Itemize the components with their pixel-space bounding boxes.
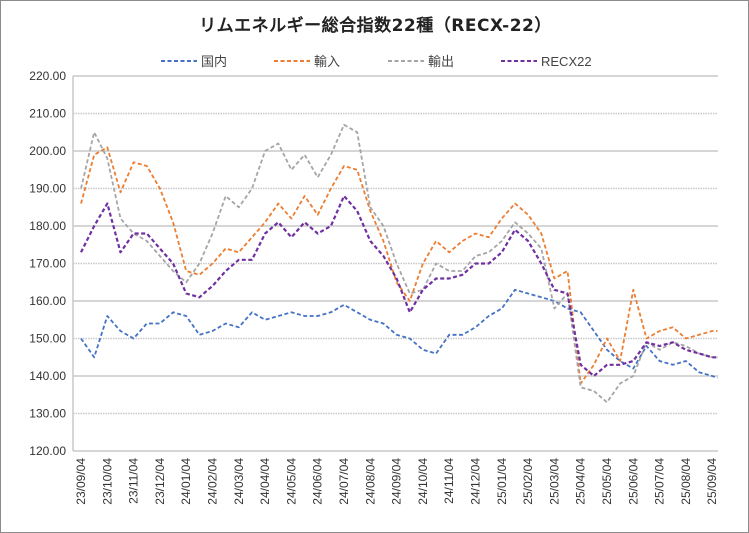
legend-label: RECX22	[541, 54, 592, 69]
series-line-2	[80, 146, 718, 385]
x-tick-label: 24/11/04	[442, 458, 456, 504]
x-tick-label: 25/05/04	[600, 458, 614, 505]
x-tick-label: 25/04/04	[574, 458, 588, 505]
x-tick-label: 24/08/04	[363, 458, 377, 505]
x-tick-label: 25/06/04	[626, 458, 640, 505]
x-tick-label: 24/04/04	[258, 458, 272, 505]
series-line-3	[80, 123, 718, 404]
x-tick-label: 24/06/04	[311, 458, 325, 505]
x-tick-label: 25/02/04	[521, 458, 535, 505]
x-tick-label: 24/10/04	[416, 458, 430, 505]
x-tick-label: 24/07/04	[337, 458, 351, 505]
y-tick-label: 220.00	[29, 69, 66, 83]
x-tick-label: 24/03/04	[232, 458, 246, 505]
y-tick-label: 210.00	[29, 107, 66, 121]
y-tick-label: 150.00	[29, 332, 66, 346]
x-tick-label: 24/09/04	[390, 458, 404, 505]
x-tick-label: 23/10/04	[100, 458, 114, 505]
chart-title: リムエネルギー総合指数22種（RECX-22）	[199, 16, 552, 36]
x-tick-label: 25/07/04	[653, 458, 667, 505]
x-tick-label: 24/01/04	[179, 458, 193, 505]
legend-label: 国内	[201, 54, 227, 69]
x-tick-label: 25/09/04	[705, 458, 719, 505]
y-tick-label: 130.00	[29, 407, 66, 421]
y-tick-label: 180.00	[29, 219, 66, 233]
x-tick-label: 23/11/04	[127, 458, 141, 504]
series-line-4	[80, 194, 718, 378]
series-line-1	[80, 288, 718, 379]
x-tick-label: 25/03/04	[547, 458, 561, 505]
x-tick-label: 24/02/04	[206, 458, 220, 505]
legend-label: 輸出	[428, 54, 454, 69]
legend-label: 輸入	[314, 54, 340, 69]
y-tick-label: 170.00	[29, 257, 66, 271]
y-tick-label: 140.00	[29, 369, 66, 383]
y-tick-label: 120.00	[29, 444, 66, 458]
x-tick-label: 23/12/04	[153, 458, 167, 505]
x-tick-label: 25/08/04	[679, 458, 693, 505]
x-tick-label: 24/05/04	[284, 458, 298, 505]
y-tick-label: 160.00	[29, 294, 66, 308]
x-tick-label: 25/01/04	[495, 458, 509, 505]
y-tick-label: 190.00	[29, 182, 66, 196]
x-tick-label: 24/12/04	[469, 458, 483, 505]
x-tick-label: 23/09/04	[74, 458, 88, 505]
y-tick-label: 200.00	[29, 144, 66, 158]
